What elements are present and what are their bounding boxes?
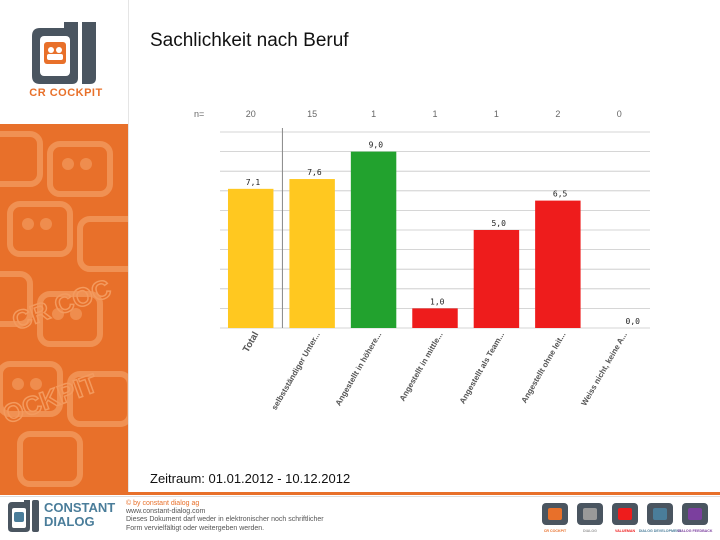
product-logo-inner-icon (688, 508, 702, 520)
product-logo-label: CR COCKPIT (544, 529, 567, 533)
footer-website[interactable]: www.constant-dialog.com (126, 508, 206, 516)
product-logo-inner-icon (548, 508, 562, 520)
bar-2 (350, 151, 397, 328)
bar-3 (412, 308, 458, 328)
footer-divider-thin (0, 496, 720, 497)
value-label: 7,6 (307, 168, 322, 177)
category-label: Angestellt als Team... (458, 331, 506, 406)
product-logo-label: DIALOG (583, 529, 597, 533)
product-logo-label: DIALOG FEEDBACK (678, 529, 713, 533)
footer-brand: CONSTANT DIALOG (44, 501, 115, 529)
bar-1 (289, 179, 335, 328)
n-value: 2 (555, 109, 560, 119)
footer-notice: © by constant dialog ag www.constant-dia… (126, 500, 324, 533)
category-label: Weiss nicht, keine A... (579, 331, 629, 408)
product-logo-label: VALUEMAN (615, 529, 636, 533)
category-label: Angestellt ohne leit... (520, 331, 568, 405)
footer-notice-line1: Dieses Dokument darf weder in elektronis… (126, 516, 324, 524)
n-label: n= (194, 109, 204, 119)
category-label: Angestellt in höhere... (334, 331, 384, 408)
product-logo-inner-icon (583, 508, 597, 520)
bar-4 (473, 230, 520, 328)
bar-5 (535, 200, 581, 328)
value-label: 5,0 (491, 219, 506, 228)
footer-notice-line2: Form vervielfältigt oder weitergeben wer… (126, 524, 265, 532)
product-logo-inner-icon (653, 508, 667, 520)
value-label: 0,0 (626, 317, 641, 326)
sidebar-pattern: CR COC OCKPIT (0, 124, 128, 492)
n-value: 15 (307, 109, 317, 119)
product-logo-inner-icon (618, 508, 632, 520)
category-label: Total (241, 330, 262, 355)
value-label: 6,5 (553, 190, 568, 199)
n-value: 1 (494, 109, 499, 119)
n-value: 1 (371, 109, 376, 119)
page-title: Sachlichkeit nach Beruf (150, 30, 349, 51)
constant-dialog-logo-icon (8, 500, 39, 532)
value-label: 1,0 (430, 297, 445, 306)
n-value: 1 (432, 109, 437, 119)
logo-text: CR COCKPIT (29, 87, 103, 99)
sidebar: CR COCKPIT CR COC OCKPIT (0, 0, 128, 492)
period-label: Zeitraum: 01.01.2012 - 10.12.2012 (150, 471, 351, 486)
value-label: 9,0 (369, 141, 384, 150)
n-value: 0 (617, 109, 622, 119)
category-label: Angestellt in mittle... (398, 331, 445, 403)
footer-divider (0, 492, 720, 495)
category-label: selbstständiger Unter... (270, 331, 322, 412)
bar-0 (227, 188, 274, 328)
value-label: 7,1 (246, 178, 261, 187)
footer-copyright: © by constant dialog ag (126, 500, 200, 507)
cr-cockpit-logo-icon (32, 22, 96, 84)
footer-brand-line1: CONSTANT (44, 500, 116, 515)
footer-brand-line2: DIALOG (44, 514, 95, 529)
sidebar-divider (128, 0, 129, 492)
n-value: 20 (246, 109, 256, 119)
sidebar-pattern-graphic: CR COC OCKPIT (0, 131, 128, 487)
svg-text:OCKPIT: OCKPIT (0, 368, 102, 430)
product-logo-label: DIALOG DEVELOPMENT (639, 529, 682, 533)
product-logos: CR COCKPIT DIALOG VALUEMAN DIALOG DEVELOPME… (542, 503, 713, 533)
